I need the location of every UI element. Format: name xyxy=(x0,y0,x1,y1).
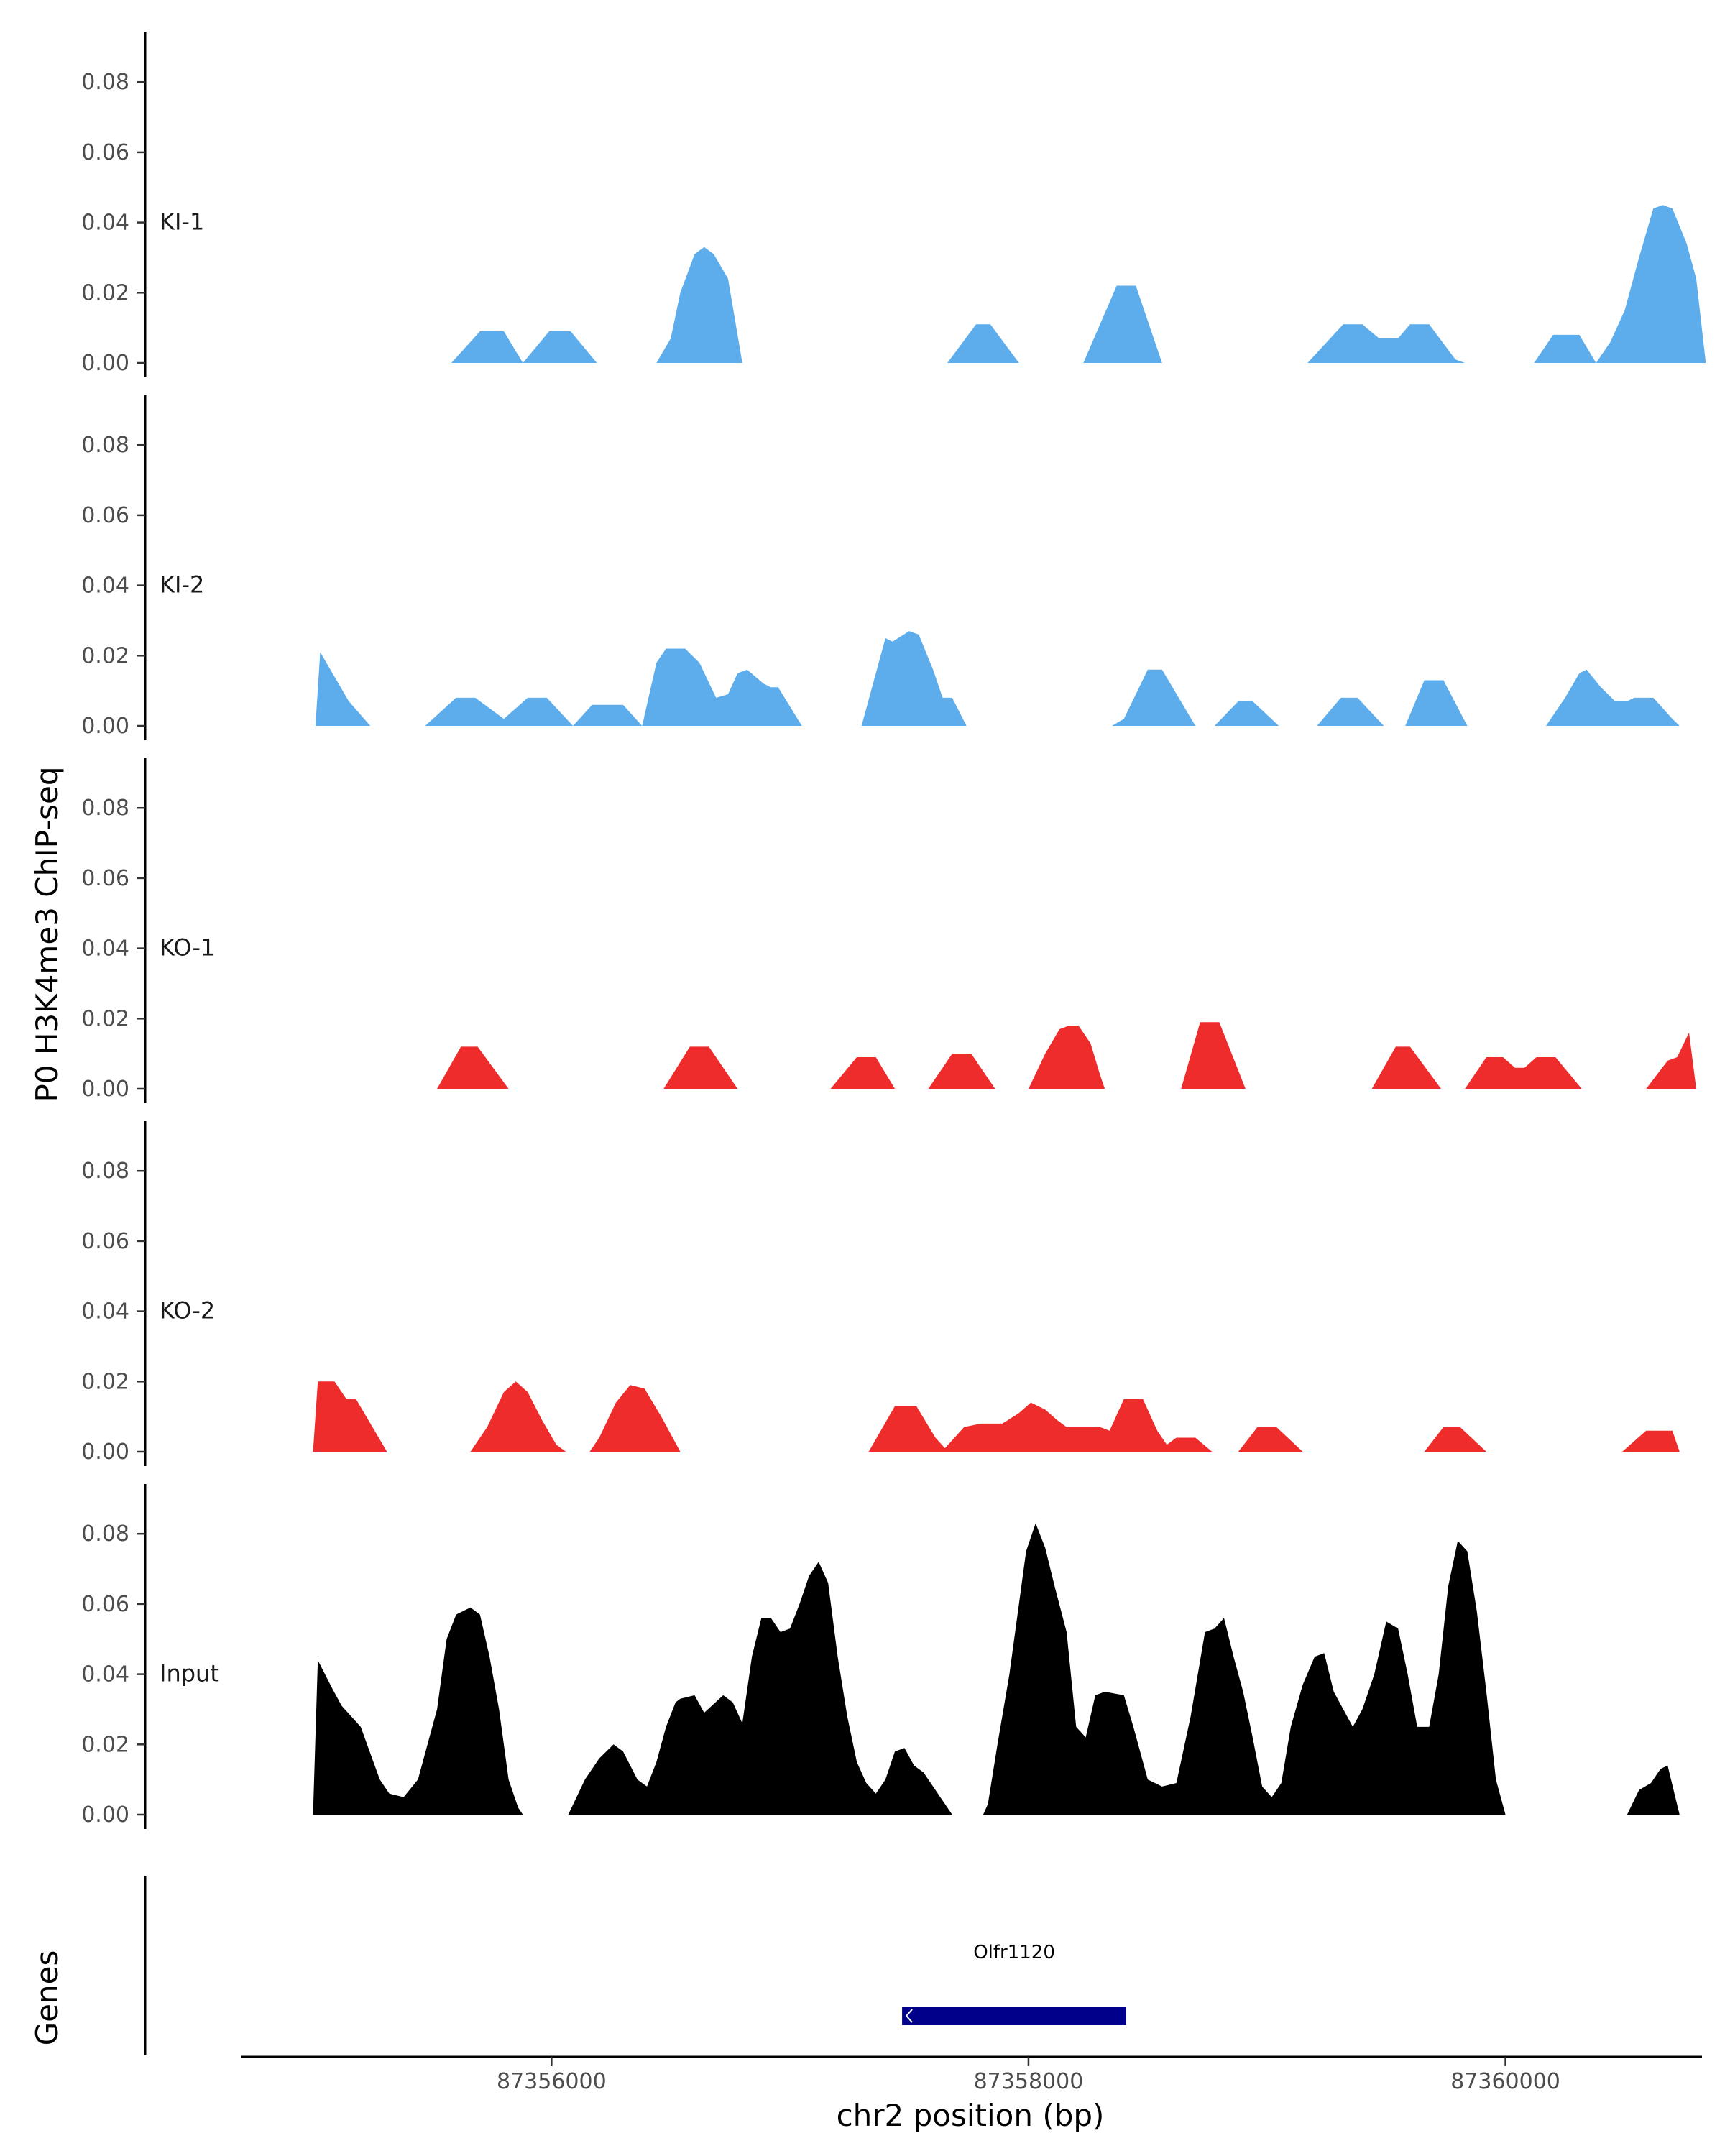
y-axis-title: P0 H3K4me3 ChIP-seq xyxy=(29,766,65,1102)
x-axis-title: chr2 position (bp) xyxy=(837,2098,1105,2133)
signal-area xyxy=(568,1562,952,1815)
x-tick-label: 87356000 xyxy=(497,2069,607,2094)
y-tick-label: 0.08 xyxy=(81,1158,129,1184)
signal-area xyxy=(313,1381,387,1452)
y-tick-label: 0.08 xyxy=(81,1521,129,1547)
track-ko-1: 0.00 0.02 0.04 0.06 0.08 KO-1 xyxy=(81,758,1696,1103)
signal-area xyxy=(1465,1057,1582,1089)
signal-area xyxy=(425,648,802,726)
signal-area xyxy=(470,1381,566,1452)
signal-area xyxy=(1546,669,1680,726)
x-tick-label: 87360000 xyxy=(1450,2069,1560,2094)
y-tick-label: 0.06 xyxy=(81,1592,129,1617)
y-tick-label: 0.00 xyxy=(81,714,129,739)
genes-panel: Olfr1120 87356000 87358000 87360000 xyxy=(144,1876,1702,2094)
track-label: KI-1 xyxy=(160,208,204,236)
y-tick-label: 0.02 xyxy=(81,643,129,668)
y-tick-label: 0.02 xyxy=(81,1732,129,1757)
track-label: KO-1 xyxy=(160,934,215,962)
signal-area xyxy=(589,1385,681,1452)
signal-area xyxy=(1534,205,1706,363)
y-tick-label: 0.00 xyxy=(81,1802,129,1828)
track-label: KI-2 xyxy=(160,571,204,599)
y-tick-label: 0.06 xyxy=(81,503,129,528)
gene-body xyxy=(902,2007,1126,2025)
signal-area xyxy=(861,631,967,726)
track-ki-1: 0.00 0.02 0.04 0.06 0.08 KI-1 xyxy=(81,32,1706,377)
y-tick-label: 0.04 xyxy=(81,573,129,599)
y-tick-label: 0.02 xyxy=(81,280,129,305)
signal-area xyxy=(1214,701,1279,726)
y-tick-label: 0.06 xyxy=(81,140,129,165)
signal-area xyxy=(868,1399,1213,1452)
track-ki-2: 0.00 0.02 0.04 0.06 0.08 KI-2 xyxy=(81,395,1680,740)
tracks-layer: 0.00 0.02 0.04 0.06 0.08 KI-1 0.00 0.02 0.04 0.06… xyxy=(81,32,1706,1829)
signal-area xyxy=(1083,285,1162,363)
signal-area xyxy=(523,331,597,363)
x-tick-label: 87358000 xyxy=(974,2069,1084,2094)
y-tick-label: 0.08 xyxy=(81,796,129,821)
track-ko-2: 0.00 0.02 0.04 0.06 0.08 KO-2 xyxy=(81,1121,1680,1466)
y-tick-label: 0.08 xyxy=(81,433,129,458)
signal-area xyxy=(315,652,371,726)
signal-area xyxy=(663,1046,738,1089)
gene-label: Olfr1120 xyxy=(973,1942,1055,1963)
y-tick-label: 0.06 xyxy=(81,1229,129,1254)
y-tick-label: 0.00 xyxy=(81,1439,129,1465)
signal-area xyxy=(947,324,1019,363)
signal-area xyxy=(1371,1046,1441,1089)
signal-area xyxy=(1622,1430,1680,1452)
y-tick-label: 0.02 xyxy=(81,1006,129,1031)
signal-area xyxy=(1238,1427,1303,1452)
x-axis: 87356000 87358000 87360000 xyxy=(242,2055,1702,2094)
strand-arrow-icon xyxy=(905,2009,913,2023)
signal-area xyxy=(830,1057,896,1089)
signal-area xyxy=(1181,1022,1246,1089)
signal-area xyxy=(1029,1026,1105,1089)
signal-area xyxy=(1627,1765,1680,1815)
signal-area xyxy=(437,1046,509,1089)
signal-area xyxy=(1424,1427,1486,1452)
signal-area xyxy=(313,1607,523,1815)
y-tick-label: 0.02 xyxy=(81,1369,129,1394)
y-tick-label: 0.00 xyxy=(81,351,129,376)
signal-area xyxy=(1307,324,1466,363)
signal-area xyxy=(983,1523,1506,1815)
signal-area xyxy=(928,1054,995,1089)
y-tick-label: 0.04 xyxy=(81,936,129,962)
signal-area xyxy=(656,247,742,363)
track-label: Input xyxy=(160,1660,219,1687)
track-label: KO-2 xyxy=(160,1297,215,1325)
y-tick-label: 0.08 xyxy=(81,70,129,95)
y-tick-label: 0.04 xyxy=(81,1662,129,1687)
y-tick-label: 0.06 xyxy=(81,866,129,891)
signal-area xyxy=(1112,669,1196,726)
signal-area xyxy=(1646,1032,1696,1089)
track-input: 0.00 0.02 0.04 0.06 0.08 Input xyxy=(81,1484,1680,1829)
signal-area xyxy=(451,331,523,363)
signal-area xyxy=(1405,680,1468,726)
y-tick-label: 0.00 xyxy=(81,1077,129,1102)
y-tick-label: 0.04 xyxy=(81,1299,129,1325)
signal-area xyxy=(1317,697,1384,726)
y-tick-label: 0.04 xyxy=(81,211,129,236)
genes-axis-title: Genes xyxy=(29,1950,65,2046)
